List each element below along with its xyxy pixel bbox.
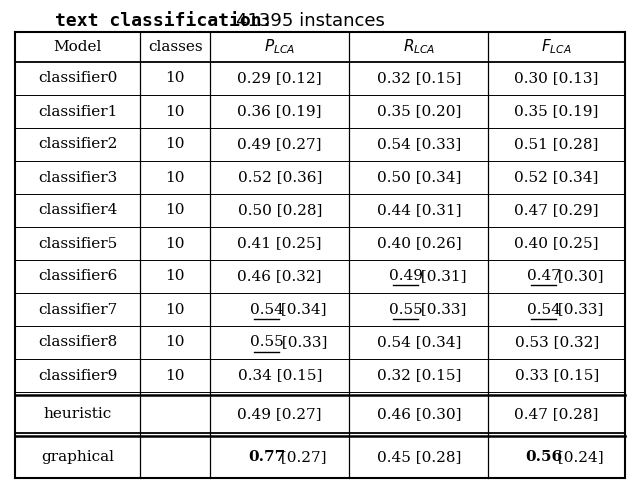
Text: 0.49: 0.49 [389, 270, 423, 284]
Text: 0.49 [0.27]: 0.49 [0.27] [237, 407, 322, 421]
Text: [0.33]: [0.33] [554, 302, 604, 317]
Text: 0.33 [0.15]: 0.33 [0.15] [515, 368, 599, 383]
Text: 10: 10 [165, 237, 185, 250]
Text: [0.34]: [0.34] [276, 302, 327, 317]
Text: [0.24]: [0.24] [554, 450, 604, 464]
Text: classifier8: classifier8 [38, 336, 117, 349]
Text: 0.46 [0.30]: 0.46 [0.30] [376, 407, 461, 421]
Text: 0.35 [0.20]: 0.35 [0.20] [376, 104, 461, 119]
Text: text classification:: text classification: [55, 12, 273, 30]
Text: $R_{LCA}$: $R_{LCA}$ [403, 38, 435, 56]
Text: [0.27]: [0.27] [276, 450, 327, 464]
Text: heuristic: heuristic [44, 407, 111, 421]
Text: 0.54 [0.34]: 0.54 [0.34] [376, 336, 461, 349]
Text: 0.53 [0.32]: 0.53 [0.32] [515, 336, 599, 349]
Text: 0.52 [0.36]: 0.52 [0.36] [237, 171, 322, 185]
Text: 0.49 [0.27]: 0.49 [0.27] [237, 138, 322, 151]
Text: 0.41 [0.25]: 0.41 [0.25] [237, 237, 322, 250]
Text: [0.33]: [0.33] [415, 302, 466, 317]
Text: 41395 instances: 41395 instances [213, 12, 385, 30]
Text: 0.56: 0.56 [525, 450, 563, 464]
Text: 10: 10 [165, 104, 185, 119]
Text: 0.50 [0.28]: 0.50 [0.28] [237, 203, 322, 218]
Text: classifier0: classifier0 [38, 72, 117, 85]
Text: 0.35 [0.19]: 0.35 [0.19] [515, 104, 599, 119]
Text: classifier3: classifier3 [38, 171, 117, 185]
Text: classes: classes [148, 40, 202, 54]
Text: 0.46 [0.32]: 0.46 [0.32] [237, 270, 322, 284]
Text: classifier9: classifier9 [38, 368, 117, 383]
Text: graphical: graphical [41, 450, 114, 464]
Text: 0.45 [0.28]: 0.45 [0.28] [376, 450, 461, 464]
Text: 0.32 [0.15]: 0.32 [0.15] [376, 72, 461, 85]
Text: classifier5: classifier5 [38, 237, 117, 250]
Text: $F_{LCA}$: $F_{LCA}$ [541, 38, 572, 56]
Text: 0.40 [0.26]: 0.40 [0.26] [376, 237, 461, 250]
Text: 0.54: 0.54 [527, 302, 561, 317]
Text: 0.47: 0.47 [527, 270, 561, 284]
Text: [0.33]: [0.33] [276, 336, 327, 349]
Text: 10: 10 [165, 302, 185, 317]
Text: 10: 10 [165, 203, 185, 218]
Text: 0.44 [0.31]: 0.44 [0.31] [376, 203, 461, 218]
Text: 10: 10 [165, 72, 185, 85]
Text: classifier2: classifier2 [38, 138, 117, 151]
Text: 0.54 [0.33]: 0.54 [0.33] [377, 138, 461, 151]
Text: Model: Model [53, 40, 102, 54]
Text: 0.47 [0.28]: 0.47 [0.28] [515, 407, 599, 421]
Text: 0.32 [0.15]: 0.32 [0.15] [376, 368, 461, 383]
Text: 0.40 [0.25]: 0.40 [0.25] [515, 237, 599, 250]
Text: 10: 10 [165, 270, 185, 284]
Text: 0.54: 0.54 [250, 302, 284, 317]
Text: 0.47 [0.29]: 0.47 [0.29] [515, 203, 599, 218]
Text: 0.34 [0.15]: 0.34 [0.15] [237, 368, 322, 383]
Text: 0.30 [0.13]: 0.30 [0.13] [515, 72, 599, 85]
Text: 0.51 [0.28]: 0.51 [0.28] [515, 138, 599, 151]
Text: classifier7: classifier7 [38, 302, 117, 317]
Text: 0.52 [0.34]: 0.52 [0.34] [515, 171, 599, 185]
Text: 10: 10 [165, 138, 185, 151]
Text: classifier1: classifier1 [38, 104, 117, 119]
Text: classifier6: classifier6 [38, 270, 117, 284]
Text: 0.55: 0.55 [389, 302, 422, 317]
Text: 0.36 [0.19]: 0.36 [0.19] [237, 104, 322, 119]
Text: 0.29 [0.12]: 0.29 [0.12] [237, 72, 322, 85]
Text: classifier4: classifier4 [38, 203, 117, 218]
Text: 0.50 [0.34]: 0.50 [0.34] [376, 171, 461, 185]
Text: $P_{LCA}$: $P_{LCA}$ [264, 38, 295, 56]
Text: 10: 10 [165, 171, 185, 185]
Text: 0.77: 0.77 [248, 450, 285, 464]
Text: [0.31]: [0.31] [415, 270, 466, 284]
Text: 10: 10 [165, 336, 185, 349]
Text: 10: 10 [165, 368, 185, 383]
Text: 0.55: 0.55 [250, 336, 284, 349]
Text: [0.30]: [0.30] [554, 270, 604, 284]
